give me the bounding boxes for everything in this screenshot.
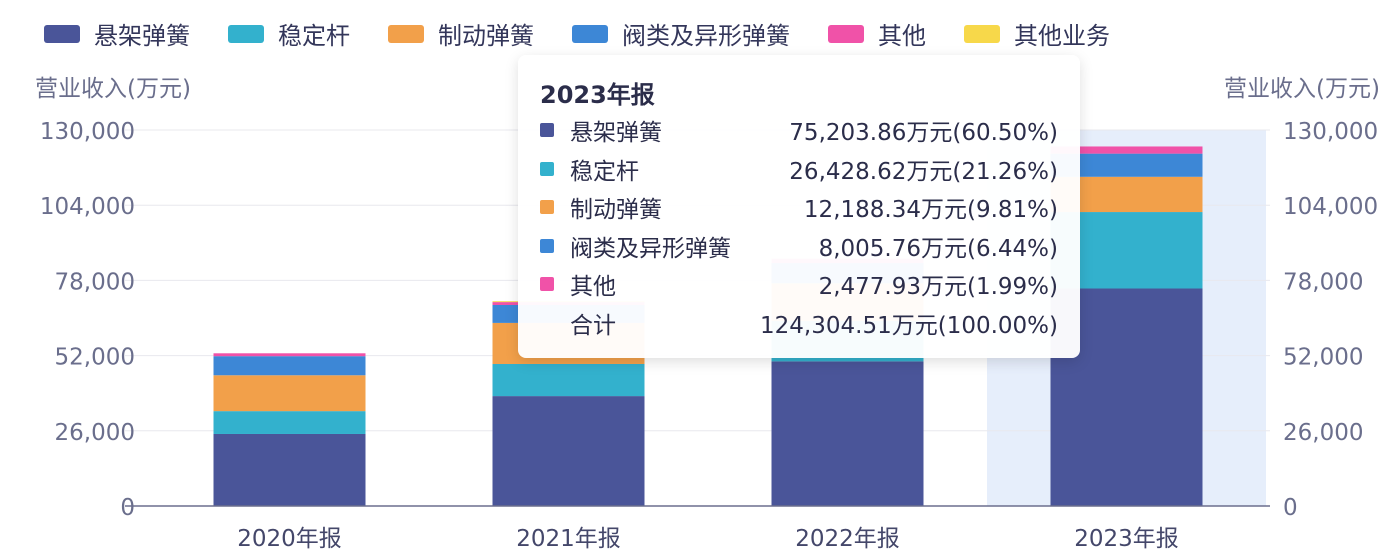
- tooltip-value: 2,477.93万元(1.99%): [818, 274, 1058, 300]
- tooltip-swatch: [540, 200, 554, 214]
- tooltip-swatch: [540, 123, 554, 137]
- legend-swatch: [388, 24, 424, 43]
- tooltip-swatch: [540, 316, 554, 330]
- y-tick-label-left: 78,000: [55, 269, 135, 295]
- tooltip-row: 制动弹簧 12,188.34万元(9.81%): [540, 190, 1058, 224]
- tooltip-row: 悬架弹簧 75,203.86万元(60.50%): [540, 113, 1058, 147]
- y-tick-label-left: 104,000: [40, 194, 135, 220]
- y-tick-label-right: 52,000: [1283, 345, 1363, 371]
- tooltip-row: 稳定杆 26,428.62万元(21.26%): [540, 152, 1058, 186]
- tooltip-label: 阀类及异形弹簧: [570, 235, 731, 262]
- tooltip-row: 其他 2,477.93万元(1.99%): [540, 267, 1058, 301]
- tooltip-label: 悬架弹簧: [570, 120, 662, 146]
- tooltip-row: 阀类及异形弹簧 8,005.76万元(6.44%): [540, 229, 1058, 263]
- legend-swatch: [572, 24, 608, 43]
- x-tick-label: 2020年报: [237, 526, 342, 552]
- legend-item[interactable]: 阀类及异形弹簧: [572, 16, 790, 51]
- legend-item[interactable]: 悬架弹簧: [44, 16, 190, 51]
- legend-swatch: [228, 24, 264, 43]
- tooltip-value: 124,304.51万元(100.00%): [760, 312, 1058, 339]
- y-tick-label-right: 78,000: [1283, 269, 1363, 295]
- bar-segment-其他-2023年报: [1050, 146, 1203, 154]
- tooltip-value: 8,005.76万元(6.44%): [818, 235, 1058, 262]
- x-tick-label: 2022年报: [795, 526, 900, 552]
- legend: 悬架弹簧 稳定杆 制动弹簧 阀类及异形弹簧 其他 其他业务: [44, 16, 1148, 51]
- legend-label: 其他业务: [1014, 22, 1110, 50]
- bar-segment-其他-2020年报: [213, 353, 366, 357]
- tooltip-label: 其他: [570, 274, 616, 300]
- y-tick-label-left: 52,000: [55, 345, 135, 371]
- y-tick-label-left: 26,000: [55, 420, 135, 446]
- y-tick-label-left: 0: [120, 495, 135, 521]
- legend-item[interactable]: 稳定杆: [228, 16, 350, 51]
- bar-segment-阀类及异形弹簧-2020年报: [213, 356, 366, 376]
- legend-label: 阀类及异形弹簧: [622, 22, 790, 50]
- y-axis-title-right: 营业收入(万元): [1224, 76, 1380, 102]
- legend-label: 悬架弹簧: [94, 22, 190, 50]
- bar-segment-制动弹簧-2020年报: [213, 375, 366, 412]
- bar-segment-稳定杆-2021年报: [492, 363, 645, 397]
- tooltip-row: 合计 124,304.51万元(100.00%): [540, 306, 1058, 340]
- x-tick-label: 2023年报: [1074, 526, 1179, 552]
- legend-item[interactable]: 制动弹簧: [388, 16, 534, 51]
- legend-swatch: [44, 24, 80, 43]
- legend-swatch: [828, 24, 864, 43]
- y-tick-label-right: 130,000: [1283, 119, 1378, 145]
- bar-segment-阀类及异形弹簧-2023年报: [1050, 153, 1203, 177]
- legend-label: 稳定杆: [278, 22, 350, 50]
- legend-item[interactable]: 其他业务: [964, 16, 1110, 51]
- tooltip-value: 12,188.34万元(9.81%): [803, 197, 1058, 223]
- tooltip-title: 2023年报: [540, 81, 655, 109]
- tooltip-swatch: [540, 277, 554, 291]
- tooltip-swatch: [540, 161, 554, 176]
- y-tick-label-right: 0: [1283, 495, 1298, 521]
- legend-label: 制动弹簧: [438, 22, 534, 50]
- tooltip-label: 合计: [570, 312, 616, 339]
- tooltip-value: 75,203.86万元(60.50%): [789, 120, 1058, 146]
- tooltip-value: 26,428.62万元(21.26%): [789, 158, 1058, 185]
- tooltip-label: 制动弹簧: [570, 197, 662, 223]
- bar-segment-悬架弹簧-2021年报: [492, 396, 645, 506]
- legend-swatch: [964, 24, 1000, 43]
- bar-segment-悬架弹簧-2022年报: [771, 361, 924, 506]
- legend-label: 其他: [878, 22, 926, 50]
- bar-segment-悬架弹簧-2020年报: [213, 433, 366, 506]
- y-tick-label-right: 104,000: [1283, 194, 1378, 220]
- x-tick-label: 2021年报: [516, 526, 621, 552]
- legend-item[interactable]: 其他: [828, 16, 926, 51]
- tooltip-label: 稳定杆: [570, 158, 639, 185]
- y-axis-title-left: 营业收入(万元): [35, 76, 191, 102]
- y-tick-label-right: 26,000: [1283, 420, 1363, 446]
- y-tick-label-left: 130,000: [40, 119, 135, 145]
- tooltip: 2023年报 悬架弹簧 75,203.86万元(60.50%) 稳定杆 26,428.…: [518, 55, 1080, 358]
- bar-segment-稳定杆-2020年报: [213, 411, 366, 434]
- tooltip-swatch: [540, 238, 554, 253]
